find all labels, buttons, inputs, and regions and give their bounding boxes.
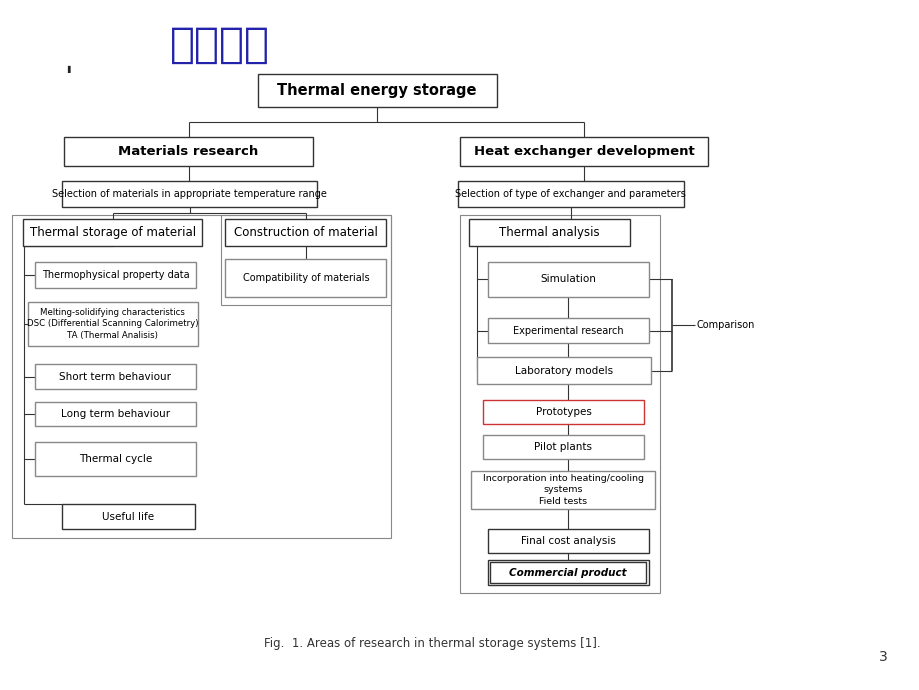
Bar [487, 560, 648, 585]
Text: Materials research: Materials research [119, 145, 258, 157]
Text: Thermal storage of material: Thermal storage of material [29, 226, 196, 239]
Bar [487, 529, 648, 553]
Text: Thermophysical property data: Thermophysical property data [41, 270, 189, 280]
Bar [225, 259, 386, 297]
Text: Selection of materials in appropriate temperature range: Selection of materials in appropriate te… [52, 189, 326, 199]
Text: Long term behaviour: Long term behaviour [61, 409, 170, 419]
Text: Pilot plants: Pilot plants [534, 442, 592, 452]
Bar [12, 215, 391, 538]
Bar [28, 302, 198, 346]
Bar [460, 137, 708, 166]
Bar [35, 364, 196, 389]
Bar [482, 400, 643, 424]
Text: 3: 3 [878, 650, 887, 664]
Text: Selection of type of exchanger and parameters: Selection of type of exchanger and param… [455, 189, 686, 199]
Bar [469, 219, 630, 246]
Bar [23, 219, 202, 246]
Bar [257, 74, 496, 107]
Text: Simulation: Simulation [539, 275, 596, 284]
Bar [471, 471, 654, 509]
Bar [476, 357, 651, 384]
Text: Final cost analysis: Final cost analysis [520, 536, 615, 546]
Bar [35, 262, 196, 288]
Text: Experimental research: Experimental research [512, 326, 623, 335]
Text: Prototypes: Prototypes [535, 407, 591, 417]
Bar [62, 504, 195, 529]
Bar [221, 215, 391, 305]
Text: Laboratory models: Laboratory models [515, 366, 612, 375]
Text: Fig.  1. Areas of research in thermal storage systems [1].: Fig. 1. Areas of research in thermal sto… [264, 637, 600, 649]
Text: Thermal analysis: Thermal analysis [499, 226, 599, 239]
Bar [35, 402, 196, 426]
Bar [458, 181, 683, 207]
Bar [225, 219, 386, 246]
Text: 研究范围: 研究范围 [170, 24, 270, 66]
Text: Construction of material: Construction of material [233, 226, 378, 239]
Text: ▌: ▌ [67, 66, 73, 72]
Bar [62, 181, 317, 207]
Text: Melting-solidifying characteristics
DSC (Differential Scanning Calorimetry)
TA (: Melting-solidifying characteristics DSC … [27, 308, 199, 339]
Bar [487, 262, 648, 297]
Text: Thermal energy storage: Thermal energy storage [278, 83, 476, 98]
Text: Heat exchanger development: Heat exchanger development [473, 145, 694, 157]
Bar [460, 215, 659, 593]
Text: Thermal cycle: Thermal cycle [79, 454, 152, 464]
Text: Useful life: Useful life [102, 512, 154, 522]
Bar [35, 442, 196, 476]
Text: Commercial product: Commercial product [509, 568, 626, 578]
Bar [487, 318, 648, 343]
Bar [64, 137, 312, 166]
Bar [482, 435, 643, 459]
Bar [490, 562, 645, 583]
Text: Incorporation into heating/cooling
systems
Field tests: Incorporation into heating/cooling syste… [482, 474, 643, 506]
Text: Short term behaviour: Short term behaviour [60, 372, 171, 382]
Text: Compatibility of materials: Compatibility of materials [243, 273, 369, 283]
Text: Comparison: Comparison [696, 320, 754, 330]
